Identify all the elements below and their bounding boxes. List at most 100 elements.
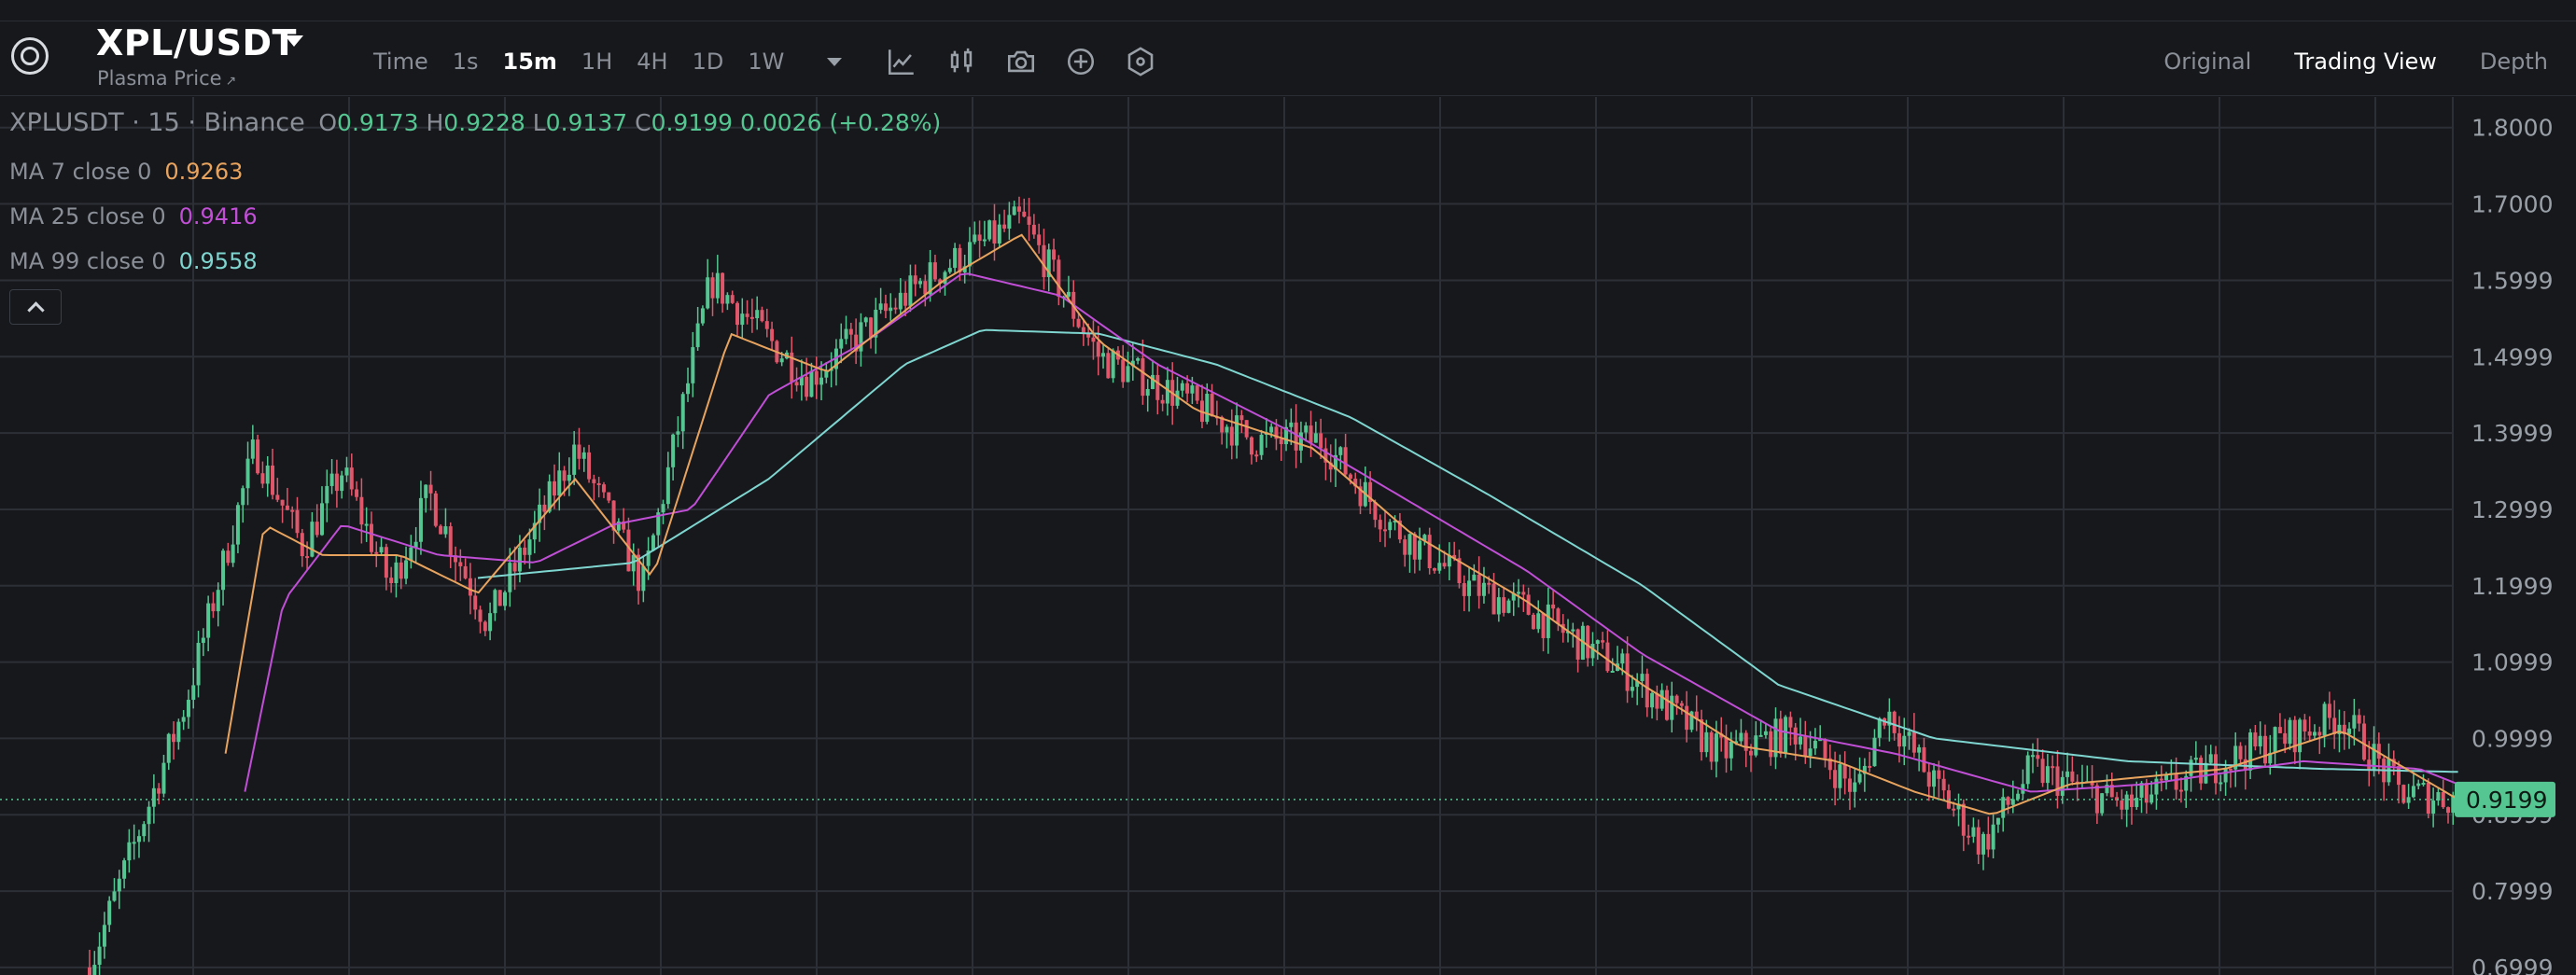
candle-up: [206, 603, 211, 638]
candle-up: [250, 439, 255, 459]
view-depth[interactable]: Depth: [2479, 49, 2548, 75]
caret-down-icon[interactable]: [285, 35, 303, 47]
candle-up: [1388, 522, 1393, 531]
candle-up: [878, 303, 883, 310]
add-circle-icon[interactable]: [1062, 43, 1099, 80]
interval-1h[interactable]: 1H: [581, 49, 613, 75]
chevron-up-icon: [26, 300, 45, 319]
candle-up: [379, 547, 384, 553]
interval-dropdown-icon[interactable]: [827, 57, 843, 66]
candle-down: [1160, 399, 1165, 404]
candle-down: [626, 529, 631, 572]
candle-up: [2025, 755, 2030, 785]
candle-down: [1664, 689, 1669, 720]
candle-up: [265, 466, 270, 484]
candle-up: [616, 521, 621, 531]
candle-down: [1892, 711, 1897, 733]
view-trading-view[interactable]: Trading View: [2294, 49, 2437, 75]
candle-down: [1575, 629, 1580, 660]
candle-up: [665, 467, 670, 505]
settings-hex-icon[interactable]: [1122, 43, 1159, 80]
pair-selector[interactable]: XPL/USDT: [96, 22, 297, 63]
candle-down: [1052, 249, 1057, 260]
candle-up: [982, 239, 987, 242]
candle-down: [1926, 772, 1931, 787]
collapse-legend-button[interactable]: [9, 289, 62, 325]
candle-down: [1823, 739, 1827, 759]
ma25-legend[interactable]: MA 25 close 0 0.9416: [9, 203, 258, 230]
candle-down: [2228, 768, 2233, 771]
candle-up: [1808, 748, 1813, 757]
candle-up: [1180, 383, 1184, 391]
interval-4h[interactable]: 4H: [637, 49, 668, 75]
candle-up: [329, 473, 334, 486]
candle-down: [2144, 783, 2149, 803]
interval-1s[interactable]: 1s: [452, 49, 479, 75]
candle-down: [2397, 766, 2401, 786]
candle-up: [1650, 692, 1655, 708]
candle-down: [1967, 835, 1971, 838]
candle-up: [1407, 534, 1412, 555]
candle-up: [1496, 597, 1501, 615]
asset-subtitle-link[interactable]: Plasma Price ↗: [97, 67, 236, 90]
candle-up: [1165, 380, 1169, 404]
view-original[interactable]: Original: [2163, 49, 2252, 75]
candle-up: [97, 946, 102, 966]
interval-time[interactable]: Time: [373, 49, 428, 75]
candle-up: [844, 328, 848, 340]
indicator-icon[interactable]: [883, 43, 920, 80]
candle-up: [418, 497, 423, 542]
candle-up: [1536, 613, 1541, 630]
chart-type-icon[interactable]: [943, 43, 980, 80]
candle-down: [1709, 731, 1714, 762]
candle-up: [1566, 631, 1571, 634]
candle-down: [1724, 737, 1729, 759]
candle-down: [794, 382, 799, 386]
candle-up: [1784, 717, 1788, 754]
candle-up: [943, 272, 947, 284]
candle-down: [1769, 731, 1773, 758]
candle-down: [1373, 501, 1378, 521]
ma7-value: 0.9263: [164, 159, 244, 185]
candle-down: [552, 481, 556, 496]
candle-down: [2051, 766, 2055, 769]
candle-down: [913, 275, 917, 285]
candle-up: [1338, 447, 1343, 455]
candle-up: [147, 806, 151, 825]
candle-down: [1091, 337, 1096, 342]
camera-icon[interactable]: [1002, 43, 1040, 80]
candle-up: [715, 272, 720, 299]
candle-up: [1640, 674, 1645, 681]
candle-up: [859, 322, 863, 352]
candle-up: [181, 717, 186, 722]
ma99-legend[interactable]: MA 99 close 0 0.9558: [9, 248, 258, 274]
candle-down: [359, 496, 364, 525]
candle-down: [1096, 341, 1100, 357]
candle-down: [2277, 727, 2282, 733]
candle-down: [1076, 318, 1081, 327]
candle-up: [1739, 732, 1743, 742]
candle-up: [2184, 775, 2189, 791]
candle-down: [1952, 808, 1956, 811]
ma7-legend[interactable]: MA 7 close 0 0.9263: [9, 159, 243, 185]
candle-down: [1358, 486, 1363, 507]
candle-up: [503, 592, 508, 606]
interval-15m[interactable]: 15m: [502, 49, 557, 75]
candle-up: [997, 224, 1001, 244]
candle-down: [1249, 437, 1253, 455]
view-switcher: Original Trading View Depth: [2121, 43, 2548, 80]
interval-1d[interactable]: 1D: [692, 49, 724, 75]
candle-down: [2129, 794, 2134, 807]
candle-down: [290, 509, 295, 512]
interval-1w[interactable]: 1W: [748, 49, 785, 75]
candle-down: [1922, 746, 1926, 773]
candle-down: [2120, 800, 2124, 810]
candle-down: [2055, 766, 2060, 796]
interval-bar: Time 1s 15m 1H 4H 1D 1W: [373, 43, 1182, 80]
candle-down: [454, 555, 458, 563]
candle-down: [2376, 744, 2381, 759]
candle-up: [216, 590, 220, 612]
candle-up: [1235, 415, 1239, 446]
price-chart[interactable]: 1.8000 1.7000 1.5999 1.4999 1.3999 1.2999 1.19…: [0, 97, 2576, 975]
candle-up: [2139, 783, 2144, 798]
